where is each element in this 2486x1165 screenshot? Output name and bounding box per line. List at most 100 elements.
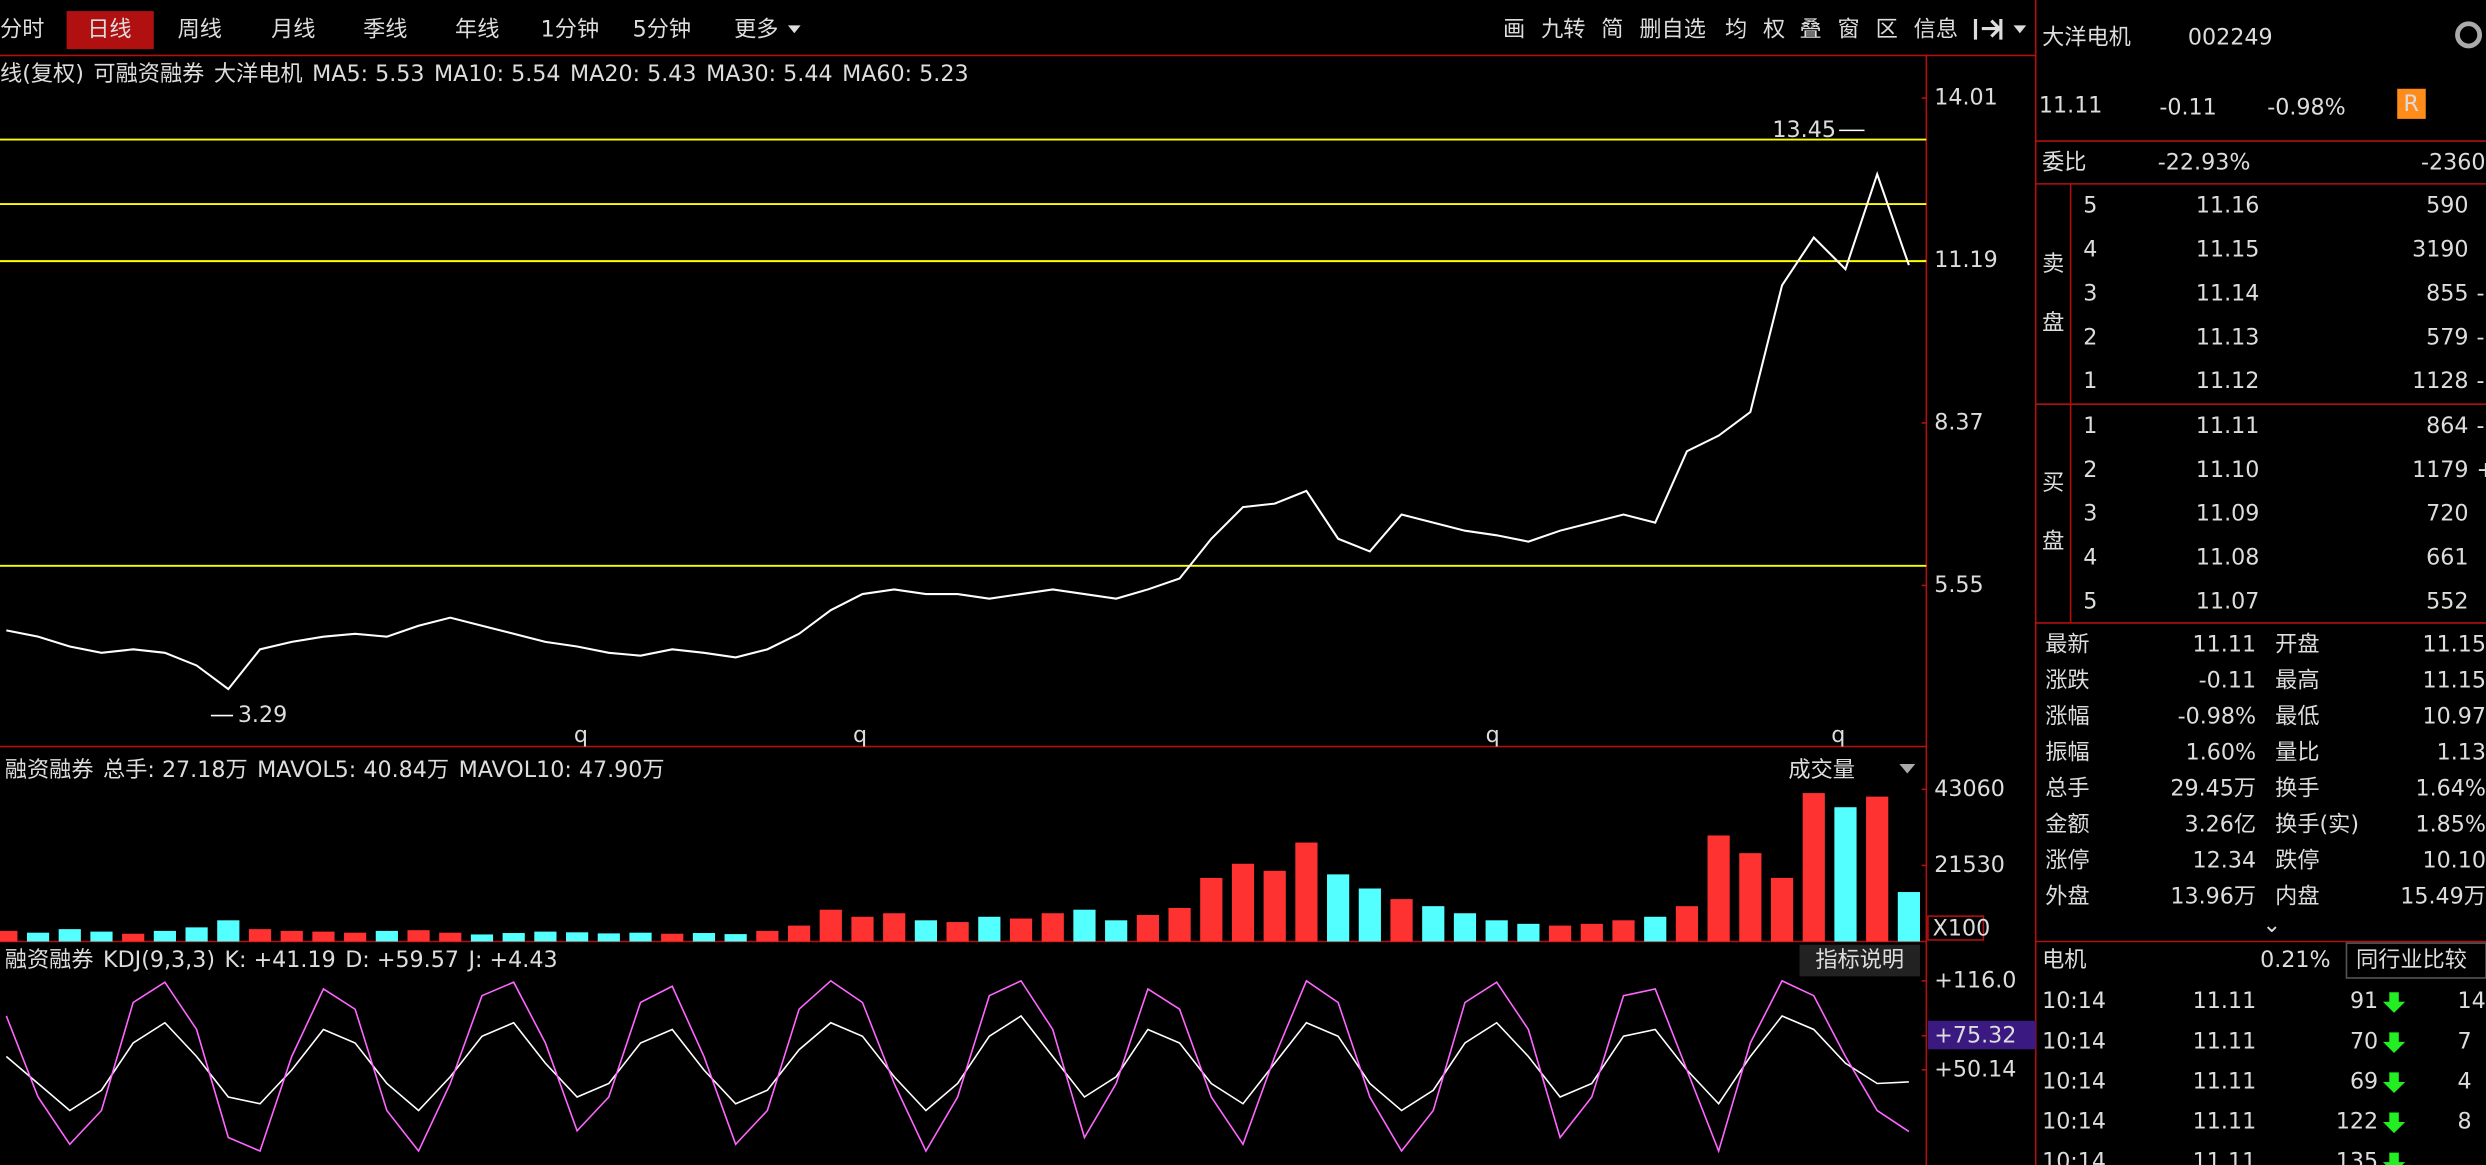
volume-bar (1105, 920, 1128, 942)
volume-bar (1770, 877, 1794, 942)
tab[interactable]: 周线 (178, 17, 222, 43)
volume-bar (248, 929, 272, 942)
down-arrow (2382, 1112, 2406, 1134)
level: 3 (2083, 280, 2097, 306)
tab[interactable]: 1分钟 (541, 17, 600, 43)
label: 委比 (2042, 150, 2086, 176)
volume-bar (122, 933, 145, 942)
stat-value: 1.13 (2437, 740, 2486, 766)
tool[interactable]: 区 (1876, 17, 1898, 43)
volume-bar (26, 932, 50, 942)
stat-value: 12.34 (2193, 847, 2257, 873)
tab[interactable]: 月线 (271, 17, 315, 43)
side-label: 盘 (2042, 529, 2064, 555)
y-tick-label: 21530 (1934, 852, 2005, 878)
tab[interactable]: 日线 (87, 17, 131, 43)
tick-count: 4 (2457, 1068, 2471, 1094)
tool[interactable]: 九转 (1541, 17, 1585, 43)
tab[interactable]: 年线 (455, 17, 499, 43)
stat-label: 内盘 (2275, 883, 2319, 909)
volume-bar (1390, 899, 1413, 942)
volume-bar (1200, 877, 1223, 942)
volume-bar (344, 932, 367, 942)
tick-volume: 70 (2350, 1028, 2378, 1054)
menu-arrow[interactable] (2013, 25, 2027, 34)
tool[interactable]: 简 (1601, 17, 1623, 43)
level-price: 11.10 (2196, 457, 2260, 483)
badge: R (2404, 91, 2419, 117)
legend-item: KDJ(9,3,3) (103, 947, 215, 973)
legend-item: D: +59.57 (345, 947, 459, 973)
volume-bar (1612, 920, 1635, 942)
ratio-diff: -2360 (2421, 150, 2485, 176)
stat-label: 开盘 (2275, 632, 2319, 658)
tool[interactable]: 叠 (1799, 17, 1821, 43)
volume-bar (1295, 842, 1318, 942)
tick-price: 11.11 (2193, 1028, 2257, 1054)
stat-value: 11.11 (2193, 632, 2257, 658)
tab[interactable]: 5分钟 (633, 17, 692, 43)
volume-dropdown[interactable] (1899, 763, 1916, 774)
tick-count: 7 (2457, 1028, 2471, 1054)
compare-box[interactable] (2345, 942, 2486, 979)
legend-item: MA30: 5.44 (706, 61, 833, 87)
volume-bar (883, 913, 906, 942)
exit-icon[interactable] (1973, 19, 2003, 40)
volume-bar (1675, 906, 1699, 942)
level-volume: 552 (2426, 588, 2468, 614)
unit-box (1927, 915, 1985, 941)
volume-bar (90, 931, 113, 942)
level: 4 (2083, 236, 2097, 262)
volume-bar (946, 922, 969, 942)
volume-bar (58, 929, 81, 942)
level-price: 11.08 (2196, 545, 2260, 571)
volume-bar (1009, 918, 1033, 942)
tool[interactable]: 均 (1725, 17, 1747, 43)
level-change: -1 (2476, 280, 2486, 306)
stat-label: 最低 (2275, 704, 2319, 730)
tab[interactable]: 更多 (734, 17, 778, 43)
y-tick-label: 11.19 (1934, 247, 1998, 273)
kdj-line (5, 1014, 1909, 1112)
settings-icon[interactable] (2455, 21, 2483, 49)
tool[interactable]: 窗 (1838, 17, 1860, 43)
volume-bar (597, 933, 620, 942)
stat-label: 跌停 (2275, 847, 2319, 873)
price: 11.11 (2039, 93, 2103, 119)
tab[interactable]: 分时 (0, 17, 44, 43)
stat-value: 29.45万 (2170, 776, 2256, 802)
tool[interactable]: 信息 (1914, 17, 1958, 43)
level-volume: 579 (2426, 324, 2468, 350)
change: -0.11 (2159, 94, 2216, 120)
volume-bar (1168, 907, 1191, 942)
collapse-arrow[interactable]: ⌄ (2262, 912, 2281, 938)
level-price: 11.11 (2196, 413, 2260, 439)
help-button[interactable]: 指标说明 (1815, 947, 1904, 973)
legend-item: 融资融券 (5, 947, 94, 973)
stat-label: 振幅 (2045, 740, 2089, 766)
level-change: -28 (2476, 368, 2486, 394)
tool[interactable]: 权 (1763, 17, 1785, 43)
stat-value: 1.85% (2416, 812, 2486, 838)
tick-volume: 135 (2336, 1149, 2378, 1165)
volume-bar (1866, 796, 1889, 942)
selector[interactable]: 成交量 (1788, 757, 1855, 783)
legend-item: MA60: 5.23 (842, 61, 969, 87)
tab[interactable]: 季线 (363, 17, 407, 43)
tick-volume: 91 (2350, 988, 2378, 1014)
volume-bar (1422, 906, 1445, 942)
level-volume: 1179 (2412, 457, 2468, 483)
y-tick-label: 43060 (1934, 776, 2005, 802)
volume-bar (1073, 909, 1096, 942)
tool[interactable]: 删自选 (1639, 17, 1706, 43)
legend-item: MA20: 5.43 (570, 61, 697, 87)
help-button-bg[interactable] (1799, 944, 1920, 977)
active-tab-bg (66, 11, 154, 50)
tool[interactable]: 画 (1503, 17, 1525, 43)
legend-item: J: +4.43 (466, 947, 557, 973)
volume-bar (661, 933, 684, 942)
level-price: 11.13 (2196, 324, 2260, 350)
stat-label: 涨跌 (2045, 668, 2089, 694)
